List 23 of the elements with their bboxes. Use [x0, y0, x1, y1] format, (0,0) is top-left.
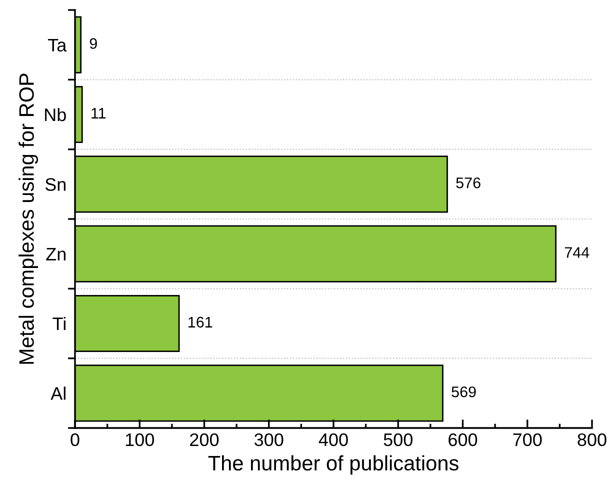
x-tick-label: 100 — [126, 433, 154, 446]
data-label: 569 — [452, 386, 476, 398]
x-tick-label: 0 — [70, 433, 80, 446]
y-tick-label: Sn — [45, 178, 66, 191]
x-tick-label: 300 — [254, 433, 284, 446]
data-label: 11 — [92, 108, 106, 118]
x-tick-label: 500 — [384, 433, 412, 446]
data-label: 9 — [90, 38, 97, 49]
data-label: 744 — [564, 247, 590, 258]
data-label: 576 — [456, 177, 480, 188]
x-tick-label: 400 — [318, 433, 348, 446]
x-tick-label: 800 — [578, 433, 606, 446]
x-tick-label: 700 — [513, 433, 542, 446]
x-tick-label: 600 — [448, 433, 478, 446]
y-tick-label: Zn — [46, 248, 66, 260]
y-tick-label: Ti — [52, 316, 66, 330]
y-tick-label: Al — [50, 386, 66, 400]
y-tick-label: Nb — [45, 108, 66, 122]
data-label: 161 — [188, 316, 212, 328]
y-tick-label: Ta — [48, 38, 67, 52]
y-axis-title: Metal complexes using for ROP — [18, 74, 38, 364]
x-axis-title: The number of publications — [208, 455, 458, 475]
x-tick-label: 200 — [190, 433, 219, 446]
